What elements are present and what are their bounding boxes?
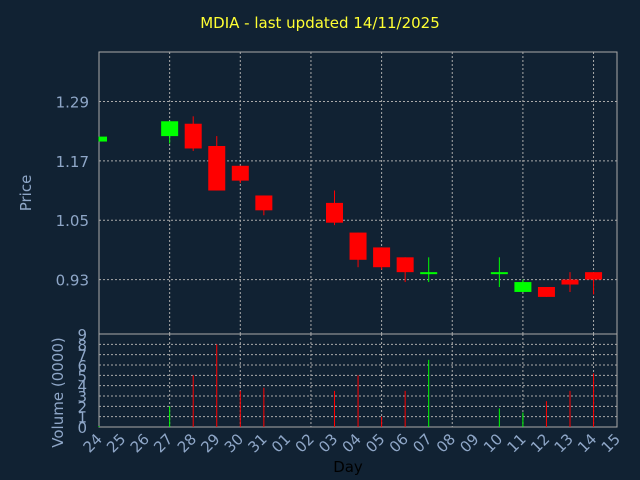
volume-tick-label: 0 [77,419,87,437]
candlestick [326,190,343,226]
x-tick-label: 25 [103,430,129,456]
candle-body [396,257,414,273]
x-tick-label: 09 [456,430,482,456]
candle-body [514,282,532,292]
candlestick [349,232,367,268]
x-tick-label: 29 [197,430,223,456]
candlestick [490,257,508,287]
x-tick-label: 12 [527,430,553,456]
candlestick [396,257,414,283]
volume-tick-label: 1 [77,409,87,427]
candle-body [99,136,107,142]
x-tick-label: 02 [292,430,318,456]
candlestick [420,257,438,283]
candlestick [585,272,603,295]
price-tick-label: 0.93 [56,272,89,290]
x-tick-label: 15 [598,430,624,456]
price-tick-label: 1.05 [56,212,89,230]
volume-tick-label: 3 [77,388,87,406]
chart-title: MDIA - last updated 14/11/2025 [200,14,440,32]
candlestick [561,272,579,292]
candlestick [537,287,555,297]
price-tick-label: 1.29 [56,93,89,111]
candle-body [231,165,249,181]
volume-tick-label: 5 [77,367,87,385]
candle-body [349,232,367,260]
volume-tick-label: 7 [77,347,87,365]
candle-body [585,272,603,280]
candle-body [184,123,202,149]
x-tick-label: 07 [409,430,435,456]
candle-body [420,272,438,275]
x-tick-label: 04 [339,430,365,456]
candlestick [98,136,107,142]
candlestick [208,136,226,191]
candle-body [490,272,508,275]
x-tick-label: 30 [221,430,247,456]
volume-tick-label: 4 [77,378,87,396]
candle-body [561,279,579,285]
x-tick-label: 13 [551,430,577,456]
volume-tick-label: 2 [77,398,87,416]
candle-body [537,287,555,297]
x-tick-label: 06 [386,430,412,456]
candlestick [255,195,273,216]
x-tick-label: 14 [574,430,600,456]
volume-tick-label: 6 [77,357,87,375]
price-tick-label: 1.17 [56,153,89,171]
x-tick-label: 08 [433,430,459,456]
x-tick-label: 05 [362,430,388,456]
candlestick [184,116,202,151]
candle-body [208,146,226,191]
x-tick-label: 28 [174,430,200,456]
candle-body [161,121,179,137]
candlestick [161,121,179,144]
volume-tick-label: 8 [77,336,87,354]
volume-tick-label: 9 [77,326,87,344]
price-axis-label: Price [17,175,35,212]
candlestick [514,279,532,292]
candle-body [326,202,343,223]
x-tick-label: 03 [315,430,341,456]
candle-body [373,247,391,268]
x-tick-label: 26 [127,430,153,456]
candlestick [231,165,249,184]
candle-body [255,195,273,211]
volume-axis-label: Volume (0000) [49,337,67,447]
x-tick-label: 27 [150,430,176,456]
candlestick [373,247,391,270]
x-tick-label: 11 [503,430,529,456]
x-tick-label: 31 [244,430,270,456]
x-axis-label: Day [333,458,363,476]
x-tick-label: 10 [480,430,506,456]
x-tick-label: 01 [268,430,294,456]
